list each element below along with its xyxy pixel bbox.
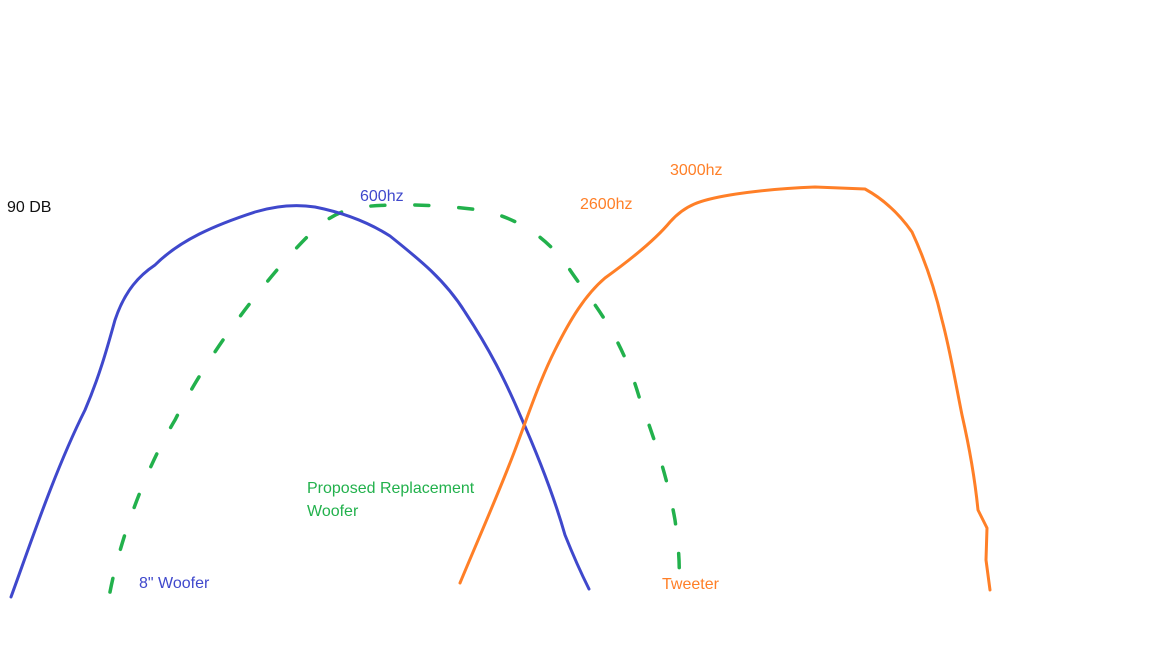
- woofer-curve: [9, 204, 591, 599]
- replacement-woofer-curve: [108, 203, 681, 594]
- tweeter-curve: [458, 185, 992, 592]
- level-label: 90 DB: [7, 199, 52, 216]
- woofer-label: 8" Woofer: [139, 575, 210, 592]
- tweeter-low-frequency-label: 2600hz: [580, 196, 633, 213]
- woofer-peak-frequency-label: 600hz: [360, 188, 404, 205]
- replacement-woofer-label-line2: Woofer: [307, 503, 359, 520]
- tweeter-high-frequency-label: 3000hz: [670, 162, 723, 179]
- tweeter-label: Tweeter: [662, 576, 719, 593]
- replacement-woofer-label: Proposed Replacement Woofer: [307, 477, 474, 523]
- replacement-woofer-label-line1: Proposed Replacement: [307, 480, 475, 497]
